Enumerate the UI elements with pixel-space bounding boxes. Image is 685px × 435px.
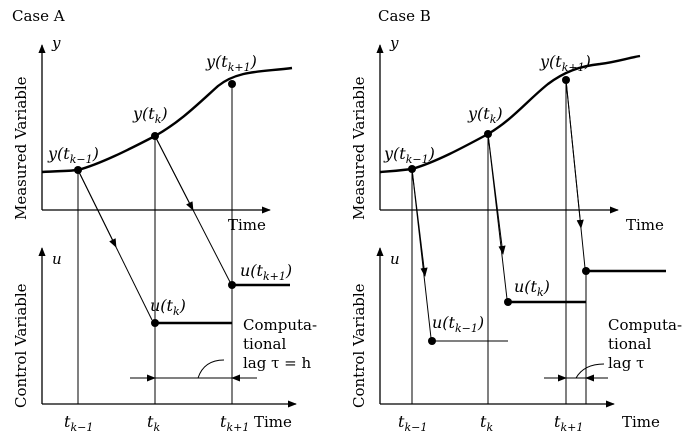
tick-label: tk−1 xyxy=(64,412,93,434)
panel-title: Case A xyxy=(12,7,65,25)
control-point xyxy=(428,337,436,345)
control-point xyxy=(582,267,590,275)
y-axis-label: Measured Variable xyxy=(12,76,30,220)
y-point-label: y(tk+1) xyxy=(539,52,591,74)
u-axis-label: Control Variable xyxy=(350,283,368,408)
transfer-arrow xyxy=(565,79,584,229)
tick-label: tk xyxy=(147,412,160,434)
y-point-label: y(tk) xyxy=(467,104,503,126)
sample-point xyxy=(484,130,492,138)
lag-leader xyxy=(197,359,225,379)
y-symbol: y xyxy=(389,34,399,52)
lag-text-line: tional xyxy=(608,335,651,353)
sample-point xyxy=(562,76,570,84)
tick-label: tk+1 xyxy=(220,412,249,434)
u-point-label: u(tk+1) xyxy=(240,261,292,283)
lag-text-line: lag τ xyxy=(608,354,644,372)
lag-leader xyxy=(575,363,605,379)
transfer-arrow xyxy=(411,168,428,277)
transfer-arrow xyxy=(154,135,194,211)
sample-point xyxy=(228,80,236,88)
transfer-arrow xyxy=(77,169,117,248)
sample-point xyxy=(408,165,416,173)
y-point-label: y(tk) xyxy=(132,104,168,126)
transfer-arrow xyxy=(487,133,506,255)
u-point-label: u(tk) xyxy=(150,296,186,318)
u-axis-label: Control Variable xyxy=(12,283,30,408)
lag-text-line: tional xyxy=(243,335,286,353)
sample-point xyxy=(74,166,82,174)
time-label-upper: Time xyxy=(228,216,266,234)
lag-text-line: lag τ = h xyxy=(243,354,312,372)
u-symbol: u xyxy=(52,250,62,268)
control-point xyxy=(151,319,159,327)
panel-case-a: Case A y Time Measured Variable u Time C… xyxy=(12,7,317,434)
time-label-lower: Time xyxy=(622,413,660,431)
y-point-label: y(tk+1) xyxy=(205,52,257,74)
time-label-upper: Time xyxy=(626,216,664,234)
control-point xyxy=(504,298,512,306)
y-point-label: y(tk−1) xyxy=(383,144,435,166)
lag-text-line: Computa- xyxy=(608,316,682,334)
control-point xyxy=(228,281,236,289)
panel-case-b: Case B y Time Measured Variable u Time C… xyxy=(350,7,682,434)
time-label-lower: Time xyxy=(254,413,292,431)
u-point-label: u(tk−1) xyxy=(432,313,484,335)
tick-label: tk+1 xyxy=(554,412,583,434)
tick-label: tk xyxy=(480,412,493,434)
sample-point xyxy=(151,132,159,140)
u-symbol: u xyxy=(390,250,400,268)
u-point-label: u(tk) xyxy=(514,277,550,299)
panel-title: Case B xyxy=(378,7,431,25)
y-symbol: y xyxy=(51,34,61,52)
tick-label: tk−1 xyxy=(398,412,427,434)
y-point-label: y(tk−1) xyxy=(47,144,99,166)
y-axis-label: Measured Variable xyxy=(350,76,368,220)
lag-text-line: Computa- xyxy=(243,316,317,334)
